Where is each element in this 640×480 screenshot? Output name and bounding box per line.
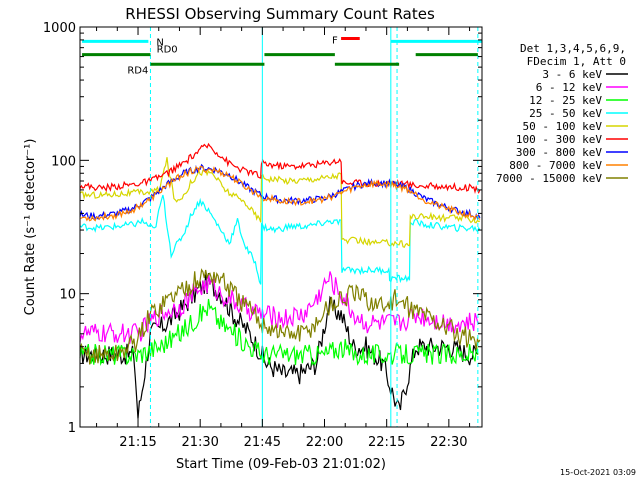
legend-label-7000-15000-kev: 7000 - 15000 keV (496, 172, 602, 185)
legend-label-300-800-kev: 300 - 800 keV (516, 146, 602, 159)
plot-timestamp: 15-Oct-2021 03:09 (560, 468, 636, 477)
x-axis-title: Start Time (09-Feb-03 21:01:02) (176, 457, 386, 472)
series-layer (79, 142, 481, 419)
y-tick-label-100: 100 (51, 154, 76, 169)
x-tick-label-21-15: 21:15 (119, 435, 156, 450)
legend-label-50-100-kev: 50 - 100 keV (523, 120, 603, 133)
x-tick-label-21-45: 21:45 (244, 435, 281, 450)
series-line-800-7000-kev (80, 165, 481, 222)
annotation-f: F (332, 35, 338, 46)
x-tick-label-21-30: 21:30 (181, 435, 218, 450)
series-line-7000-15000-kev (79, 268, 481, 365)
legend-label-3-6-kev: 3 - 6 keV (542, 68, 602, 81)
y-tick-label-1: 1 (68, 421, 76, 436)
legend-label-800-7000-kev: 800 - 7000 keV (509, 159, 602, 172)
y-tick-label-10: 10 (59, 288, 76, 303)
annotation-rd4: RD4 (127, 65, 148, 76)
legend-label-25-50-kev: 25 - 50 keV (529, 107, 602, 120)
marker-layer (149, 27, 479, 427)
legend-label-100-300-kev: 100 - 300 keV (516, 133, 602, 146)
series-line-50-100-kev (79, 157, 481, 248)
x-tick-label-22-00: 22:00 (306, 435, 343, 450)
legend-label-12-25-kev: 12 - 25 keV (529, 94, 602, 107)
legend-header-0: Det 1,3,4,5,6,9, (520, 42, 626, 55)
axis-layer: 21:15 21:30 21:45 22:00 22:15 22:30 1 10 100 1000 (43, 21, 482, 450)
plot-frame (79, 26, 483, 428)
series-line-12-25-kev (79, 298, 479, 367)
series-line-25-50-kev (79, 194, 481, 285)
series-line-100-300-kev (79, 142, 481, 194)
y-axis-title: Count Rate (s⁻¹ detector⁻¹) (23, 139, 38, 316)
x-tick-label-22-30: 22:30 (430, 435, 467, 450)
legend-label-6-12-kev: 6 - 12 keV (536, 81, 603, 94)
flag-layer (82, 36, 482, 66)
chart-title: RHESSI Observing Summary Count Rates (125, 5, 435, 23)
legend: Det 1,3,4,5,6,9,FDecim 1, Att 03 - 6 keV… (496, 42, 628, 185)
x-tick-label-22-15: 22:15 (368, 435, 405, 450)
annotation-n: N (156, 37, 163, 48)
y-tick-label-1000: 1000 (43, 21, 76, 36)
legend-header-1: FDecim 1, Att 0 (527, 55, 626, 68)
annotation-rd0: RD0 (157, 45, 178, 56)
